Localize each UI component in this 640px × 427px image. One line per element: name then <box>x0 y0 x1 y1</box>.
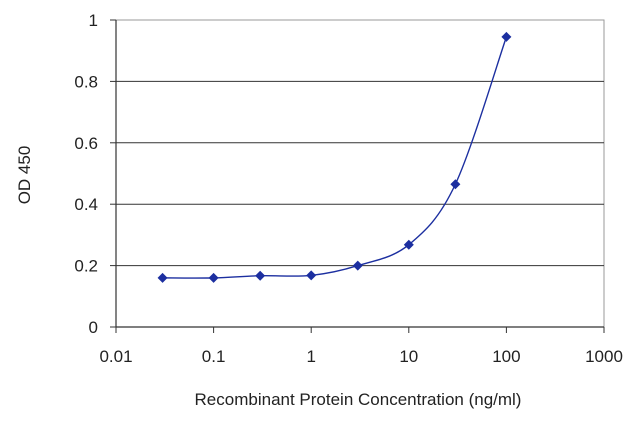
x-tick-label-4: 100 <box>492 347 520 366</box>
y-tick-label-2: 0.4 <box>74 195 98 214</box>
x-tick-label-1: 0.1 <box>202 347 226 366</box>
data-point-0-3 <box>306 270 317 281</box>
x-tick-label-0: 0.01 <box>99 347 132 366</box>
plot-area <box>115 19 605 328</box>
data-point-0-1 <box>208 272 219 283</box>
y-ticks: 0 0.2 0.4 0.6 0.8 1 <box>74 11 116 337</box>
data-point-0-6 <box>450 179 461 190</box>
x-ticks: 0.01 0.1 1 10 100 1000 <box>99 327 623 366</box>
data-point-0-7 <box>501 31 512 42</box>
y-tick-label-3: 0.6 <box>74 134 98 153</box>
series-layer <box>157 31 512 283</box>
x-axis-title: Recombinant Protein Concentration (ng/ml… <box>195 390 522 409</box>
data-point-0-4 <box>352 260 363 271</box>
x-tick-label-2: 1 <box>306 347 315 366</box>
y-tick-label-1: 0.2 <box>74 257 98 276</box>
series-line-0 <box>162 36 508 279</box>
y-tick-label-0: 0 <box>89 318 98 337</box>
y-axis-title: OD 450 <box>15 146 34 205</box>
data-point-0-2 <box>255 270 266 281</box>
x-tick-label-3: 10 <box>399 347 418 366</box>
data-point-0-5 <box>403 239 414 250</box>
x-tick-label-5: 1000 <box>585 347 623 366</box>
data-point-0-0 <box>157 272 168 283</box>
y-tick-label-5: 1 <box>89 11 98 30</box>
y-tick-label-4: 0.8 <box>74 72 98 91</box>
